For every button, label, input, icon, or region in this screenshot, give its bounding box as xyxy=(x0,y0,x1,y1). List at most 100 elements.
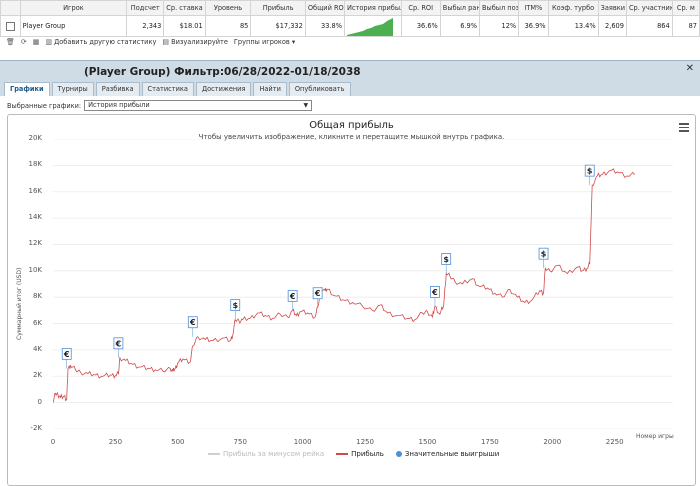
svg-text:$: $ xyxy=(443,255,449,264)
big-win-marker[interactable]: € xyxy=(61,347,72,369)
visualize-button[interactable]: ▤ Визуализируйте xyxy=(162,38,228,46)
x-tick-label: 750 xyxy=(233,438,247,446)
big-win-marker[interactable]: $ xyxy=(441,253,452,274)
col-header[interactable]: Общий ROI xyxy=(304,0,346,16)
table-cell: 2,609 xyxy=(597,15,627,37)
panel-title-text: (Player Group) Фильтр:06/28/2022-01/18/2… xyxy=(84,66,361,78)
y-tick-label: 10K xyxy=(28,265,43,274)
x-tick-label: 1000 xyxy=(293,438,312,446)
plot-area[interactable]: € € € $ € € € $ $ $ xyxy=(53,139,673,429)
close-icon[interactable]: ✕ xyxy=(685,63,694,74)
groups-label: Группы игроков xyxy=(233,37,290,46)
profit-chart[interactable]: Общая прибыль Чтобы увеличить изображени… xyxy=(7,114,696,486)
table-cell: 13.4% xyxy=(547,15,599,37)
col-header[interactable]: Выбыл рано xyxy=(439,0,480,16)
tab-content: Выбранные графики: История прибыли ▼ Общ… xyxy=(0,96,700,486)
big-win-marker[interactable]: € xyxy=(430,286,440,307)
chevron-down-icon: ▼ xyxy=(303,102,309,109)
menu-icon[interactable] xyxy=(679,121,689,134)
table-cell: 33.8% xyxy=(304,15,346,37)
col-header[interactable]: Заявки xyxy=(597,0,627,16)
chart-selector-label: Выбранные графики: xyxy=(7,101,82,110)
y-tick-label: 8K xyxy=(32,292,42,301)
chart-title: Общая прибыль xyxy=(309,120,394,131)
big-win-marker[interactable]: $ xyxy=(230,299,241,320)
table-cell: $18.01 xyxy=(163,15,206,37)
y-tick-label: 16K xyxy=(28,186,43,195)
tab-publish[interactable]: Опубликовать xyxy=(288,82,351,96)
col-header[interactable]: ITM% xyxy=(518,0,549,16)
table-cell: 12% xyxy=(478,15,520,37)
visualize-label: Визуализируйте xyxy=(171,37,228,46)
table-cell: Player Group xyxy=(19,15,128,37)
tab-tournaments[interactable]: Турниры xyxy=(51,82,94,96)
player-groups-dropdown[interactable]: Группы игроков ▾ xyxy=(234,38,295,46)
x-tick-label: 1250 xyxy=(356,438,374,446)
y-tick-label: -2K xyxy=(30,424,42,432)
x-tick-label: 0 xyxy=(50,438,56,446)
x-tick-label: 2000 xyxy=(543,438,562,446)
col-header[interactable]: Игрок xyxy=(19,0,128,16)
x-axis-title: Номер игры xyxy=(636,433,674,440)
tab-breakdown[interactable]: Разбивка xyxy=(95,82,140,96)
legend-item-big-wins[interactable]: Значительные выигрыши xyxy=(395,450,500,458)
legend-item-rake[interactable]: Прибыль за минусом рейка xyxy=(208,450,324,458)
big-win-marker[interactable]: € xyxy=(113,337,124,358)
x-tick-label: 250 xyxy=(108,438,123,446)
col-header[interactable]: Прибыль xyxy=(250,0,306,16)
row-checkbox[interactable] xyxy=(5,21,15,31)
x-tick-label: 500 xyxy=(171,438,185,446)
select-all-header xyxy=(0,0,21,16)
svg-text:€: € xyxy=(63,350,70,359)
table-cell: 6.9% xyxy=(439,15,480,37)
col-header[interactable]: Ср. ROI xyxy=(400,0,441,16)
col-header[interactable]: История прибыли xyxy=(344,0,402,16)
col-header[interactable]: Ср. участник xyxy=(625,0,673,16)
panel-tabs: Графики Турниры Разбивка Статистика Дост… xyxy=(4,82,351,96)
chart-subtitle: Чтобы увеличить изображение, кликните и … xyxy=(198,133,505,141)
big-win-marker[interactable]: € xyxy=(312,287,323,308)
legend-label: Прибыль xyxy=(351,450,384,458)
table-row[interactable]: Player Group 2,343 $18.01 85 $17,332 33.… xyxy=(0,15,700,37)
columns-icon[interactable]: ▦ xyxy=(32,37,40,46)
table-cell: $17,332 xyxy=(250,15,306,37)
svg-text:€: € xyxy=(189,318,196,327)
tab-charts[interactable]: Графики xyxy=(4,82,50,96)
svg-text:€: € xyxy=(431,288,438,297)
big-win-marker[interactable]: $ xyxy=(538,247,549,269)
big-win-marker[interactable]: $ xyxy=(584,164,595,186)
col-header[interactable]: Выбыл поздно xyxy=(478,0,520,16)
col-header[interactable]: Подсчет xyxy=(126,0,165,16)
tab-achievements[interactable]: Достижения xyxy=(195,82,252,96)
trash-icon[interactable]: 🗑 xyxy=(6,37,15,46)
grid-toolbar: 🗑 ⟳ ▦ ▥ Добавить другую статистику ▤ Виз… xyxy=(0,35,700,48)
chart-selector-row: Выбранные графики: История прибыли ▼ xyxy=(7,100,313,111)
big-win-marker[interactable]: € xyxy=(187,316,198,337)
y-tick-label: 4K xyxy=(32,344,42,353)
table-cell: 36.6% xyxy=(400,15,441,37)
redacted-player-name xyxy=(4,66,84,78)
results-panel: (Player Group) Фильтр:06/28/2022-01/18/2… xyxy=(0,60,700,486)
tab-find[interactable]: Найти xyxy=(253,82,287,96)
legend-label: Значительные выигрыши xyxy=(404,450,500,458)
col-header[interactable]: Ср. м xyxy=(671,0,700,16)
row-checkbox-cell[interactable] xyxy=(0,15,21,37)
refresh-icon[interactable]: ⟳ xyxy=(20,37,27,46)
chart-selector-value: История прибыли xyxy=(88,101,150,109)
legend-item-profit[interactable]: Прибыль xyxy=(336,450,384,458)
col-header[interactable]: Ср. ставка xyxy=(163,0,206,16)
stats-grid: Игрок Подсчет Ср. ставка Уровень Прибыль… xyxy=(0,0,700,37)
col-header[interactable]: Уровень xyxy=(204,0,252,16)
y-tick-label: 0 xyxy=(37,397,42,406)
big-win-marker[interactable]: € xyxy=(287,289,298,311)
add-stat-button[interactable]: ▥ Добавить другую статистику xyxy=(45,38,156,46)
legend-label: Прибыль за минусом рейка xyxy=(223,450,325,458)
y-tick-label: 14K xyxy=(28,213,43,222)
tab-statistics[interactable]: Статистика xyxy=(141,82,194,96)
y-tick-label: 18K xyxy=(28,160,43,169)
columns-add-icon: ▥ xyxy=(45,37,53,46)
col-header[interactable]: Коэф. турбо xyxy=(547,0,599,16)
y-tick-label: 20K xyxy=(28,134,43,142)
chart-selector[interactable]: История прибыли ▼ xyxy=(84,100,313,111)
table-cell: 87 xyxy=(671,15,700,37)
